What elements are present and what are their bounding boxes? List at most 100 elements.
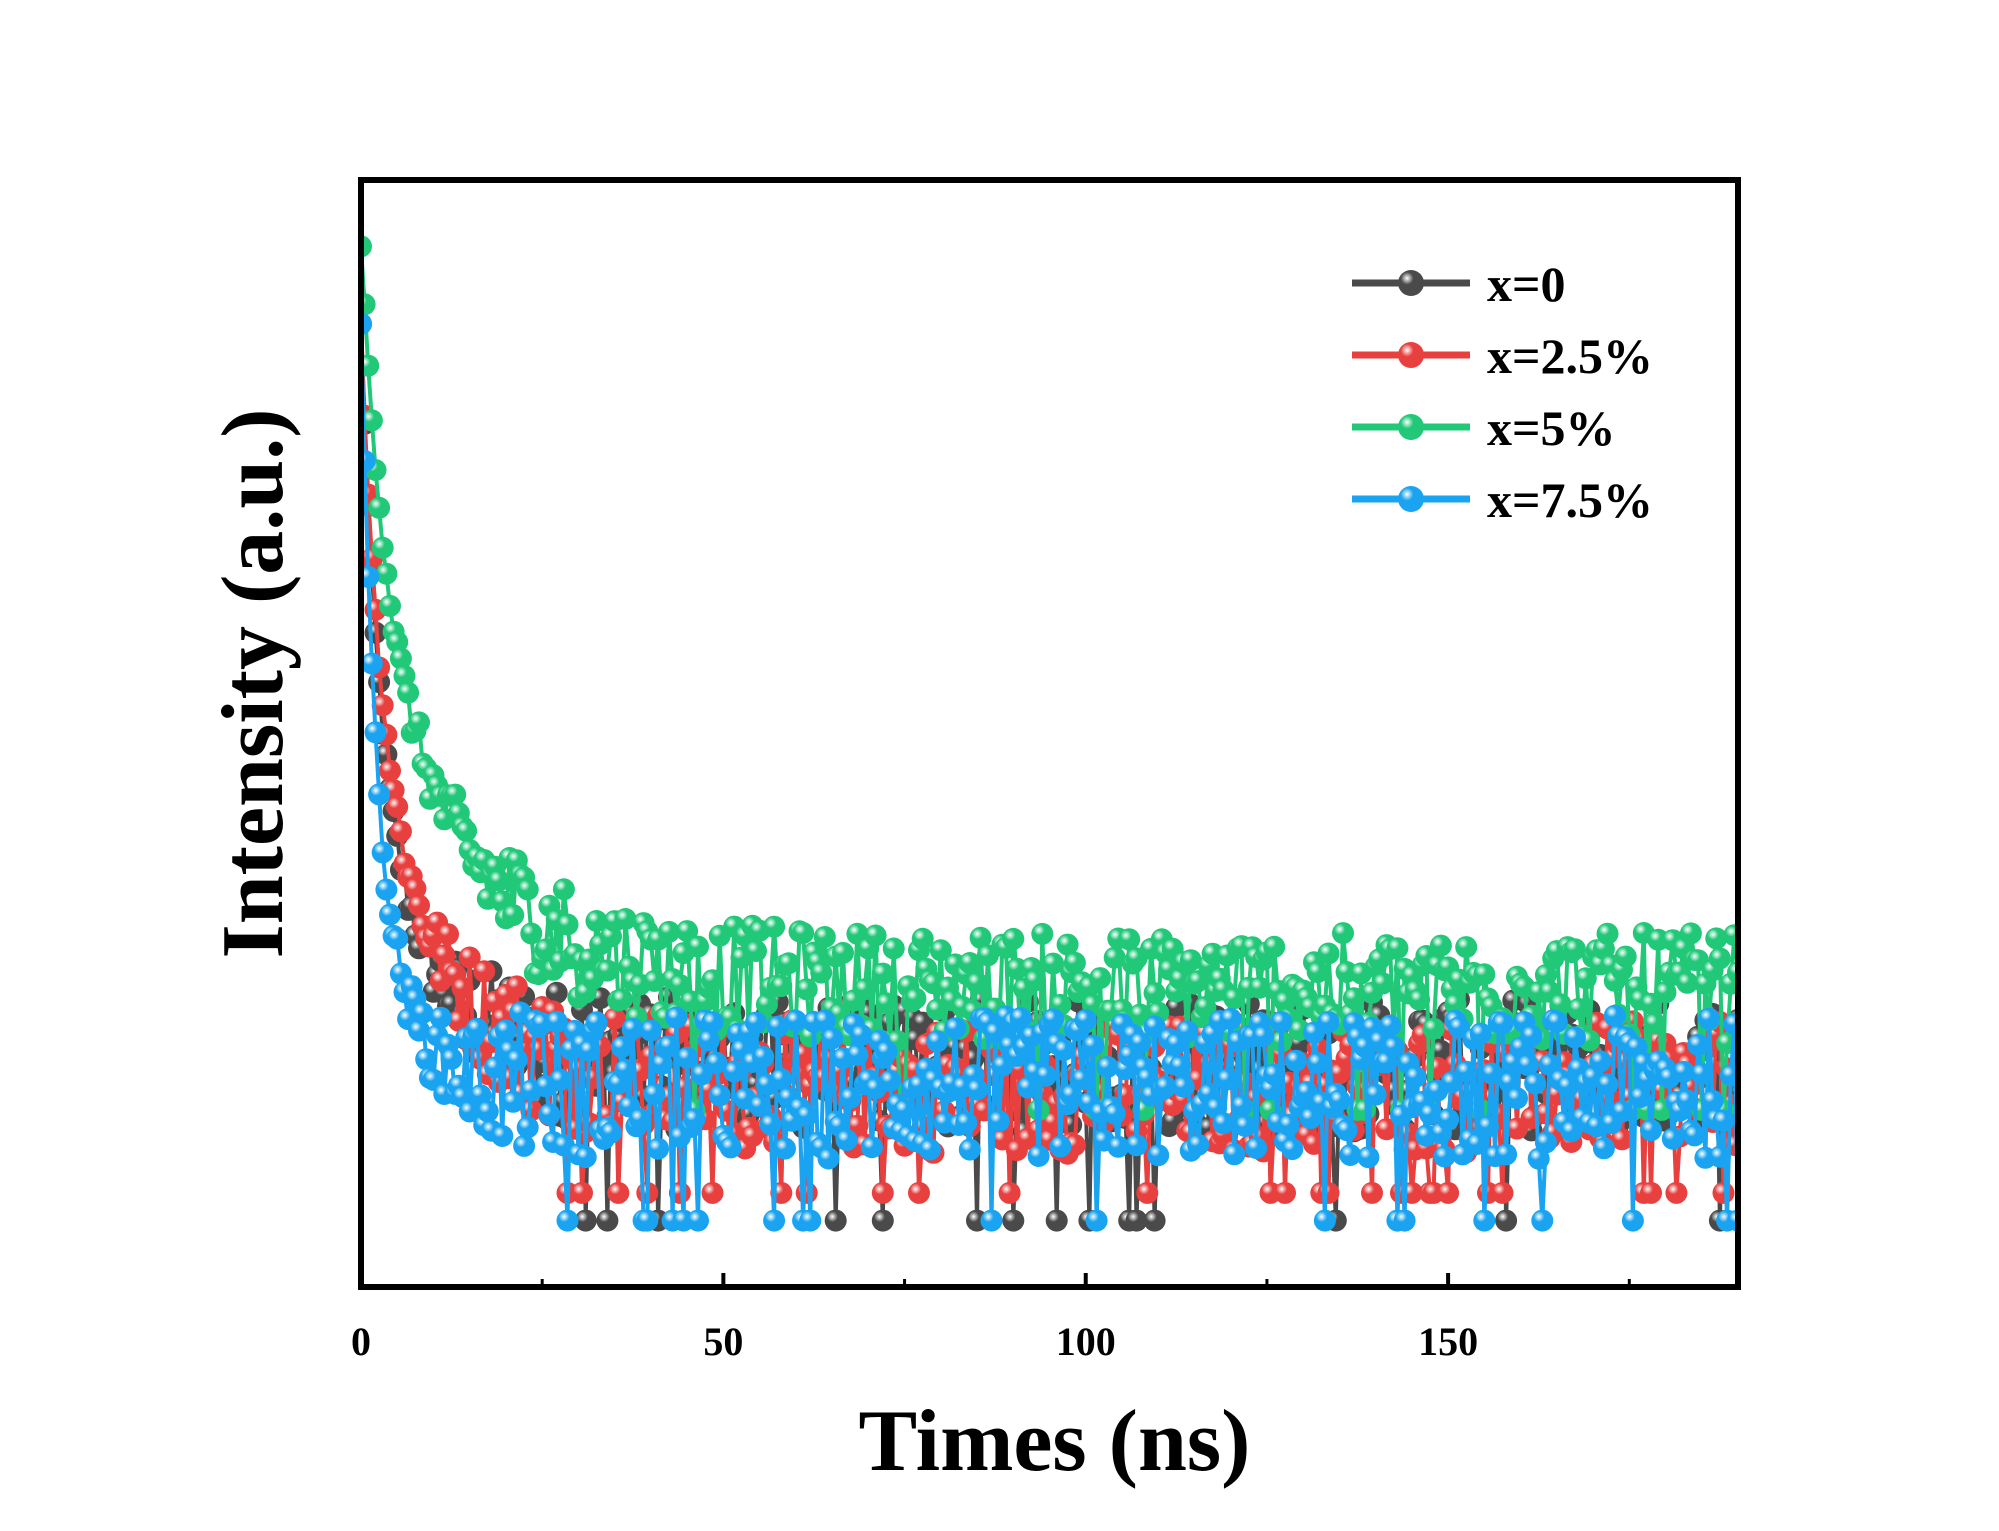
data-point — [545, 1010, 568, 1033]
data-point — [792, 922, 815, 944]
data-point — [571, 1181, 593, 1204]
data-point — [1071, 1068, 1094, 1091]
data-point — [1723, 1013, 1738, 1035]
data-point — [1024, 969, 1046, 992]
data-point — [1342, 987, 1365, 1010]
data-point — [393, 664, 416, 687]
data-point — [701, 969, 724, 992]
data-point — [520, 922, 543, 945]
data-point — [1506, 1087, 1528, 1110]
data-point — [379, 759, 401, 782]
data-point — [1690, 1062, 1713, 1085]
x-axis-ticks: 0 50 100 150 — [351, 1273, 1631, 1364]
data-point — [1687, 1033, 1710, 1056]
data-point — [1665, 1181, 1688, 1204]
data-point — [1118, 928, 1141, 951]
data-point — [683, 1108, 706, 1131]
data-point — [980, 1209, 1003, 1232]
data-point — [1053, 1039, 1075, 1061]
data-point — [846, 1043, 869, 1066]
data-point — [1002, 927, 1025, 950]
data-point — [813, 926, 836, 948]
data-point — [1661, 1127, 1684, 1150]
data-point — [904, 987, 927, 1010]
data-point — [1103, 946, 1126, 969]
data-point — [1408, 988, 1431, 1011]
data-point — [1252, 1025, 1275, 1047]
data-point — [1473, 963, 1496, 986]
data-point — [1303, 1132, 1325, 1155]
data-point — [1379, 1014, 1402, 1037]
data-point — [1592, 1137, 1615, 1160]
data-point — [361, 565, 380, 588]
data-point — [574, 1146, 597, 1169]
data-point — [538, 1103, 561, 1126]
data-point — [473, 960, 496, 983]
data-point — [444, 783, 467, 806]
data-point — [545, 981, 568, 1004]
x-axis-title: Times (ns) — [859, 1393, 1251, 1490]
data-point — [755, 993, 778, 1016]
data-point — [658, 920, 680, 943]
data-point — [368, 783, 391, 806]
data-point — [795, 1181, 818, 1204]
data-point — [1245, 1137, 1268, 1159]
data-point — [918, 1138, 941, 1161]
data-point — [1556, 1075, 1579, 1098]
data-point — [1371, 972, 1394, 995]
data-point — [647, 1137, 670, 1160]
data-point — [745, 1011, 767, 1034]
data-point — [860, 1136, 883, 1159]
data-point — [875, 992, 898, 1015]
data-point — [1596, 922, 1619, 945]
data-point — [639, 1019, 662, 1042]
data-point — [821, 1027, 844, 1050]
data-point — [1317, 942, 1340, 965]
data-point — [1125, 1134, 1148, 1157]
data-point — [455, 819, 478, 842]
data-point — [1194, 996, 1217, 1018]
data-point — [361, 409, 383, 432]
data-point — [466, 1017, 488, 1040]
data-point — [1480, 1062, 1503, 1085]
data-point — [1574, 967, 1597, 990]
data-point — [893, 1099, 916, 1121]
data-point — [1491, 1181, 1514, 1204]
data-point — [1611, 1100, 1633, 1123]
data-point — [636, 1209, 659, 1232]
data-point — [1143, 1015, 1166, 1038]
data-point — [1712, 1181, 1735, 1204]
data-point — [1154, 1075, 1177, 1098]
data-point — [1082, 1034, 1104, 1057]
data-point — [748, 1094, 771, 1117]
data-point — [1382, 1036, 1405, 1059]
data-point — [668, 974, 691, 996]
data-point — [958, 1138, 981, 1161]
data-point — [687, 1209, 709, 1232]
data-point — [437, 923, 459, 946]
data-point — [386, 795, 409, 818]
data-point — [1049, 1135, 1072, 1158]
data-point — [408, 1019, 430, 1042]
data-point — [926, 1030, 949, 1053]
legend-item: x=5% — [1352, 400, 1616, 456]
data-point — [379, 594, 401, 617]
data-point — [1516, 1054, 1539, 1076]
data-point — [966, 1078, 988, 1101]
data-point — [879, 1069, 902, 1092]
data-point — [1056, 933, 1079, 956]
data-point — [621, 1017, 644, 1040]
plot-frame — [358, 177, 1741, 1290]
data-point — [1060, 1084, 1083, 1106]
data-point — [1701, 1089, 1724, 1112]
data-point — [1074, 1009, 1097, 1031]
data-point — [1719, 1064, 1738, 1087]
data-point — [1034, 1064, 1057, 1087]
data-point — [1332, 922, 1354, 945]
data-point — [1212, 1112, 1235, 1135]
data-point — [505, 1048, 528, 1071]
data-point — [875, 1040, 898, 1063]
data-point — [585, 1011, 608, 1034]
data-point — [763, 1209, 786, 1232]
